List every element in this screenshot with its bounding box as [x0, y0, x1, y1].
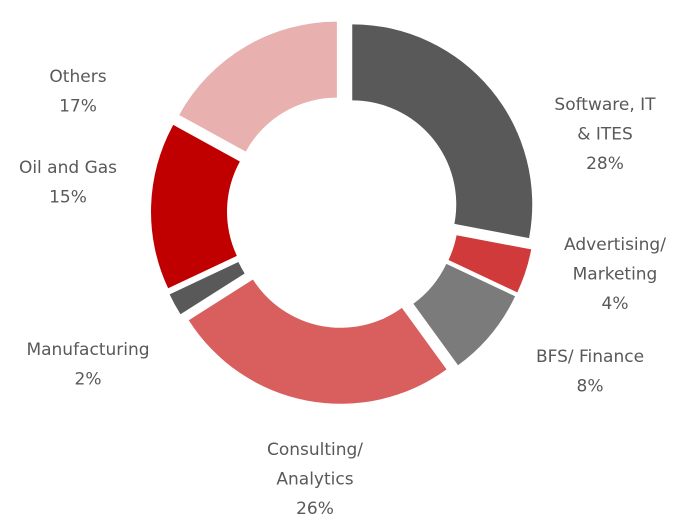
segment-label: Oil and Gas [19, 158, 117, 178]
donut-segment [413, 263, 516, 366]
segment-label: Consulting/ [267, 440, 363, 460]
donut-segment [352, 24, 533, 239]
donut-segment [151, 124, 240, 289]
segment-label: Advertising/ [564, 235, 666, 255]
segment-label: BFS/ Finance [536, 347, 644, 367]
donut-segment [188, 279, 447, 404]
segment-value-label: 17% [59, 97, 97, 117]
donut-segment [179, 21, 337, 152]
segment-label: Manufacturing [26, 340, 149, 360]
segment-label: Marketing [573, 265, 658, 285]
segment-value-label: 2% [75, 370, 102, 390]
segment-value-label: 28% [586, 154, 624, 174]
segment-value-label: 4% [602, 294, 629, 314]
donut-segment [448, 235, 532, 293]
donut-segment [169, 262, 245, 315]
segment-value-label: 15% [49, 188, 87, 208]
segment-value-label: 8% [577, 377, 604, 397]
segment-label: Software, IT [554, 95, 656, 115]
segment-value-label: 26% [296, 499, 334, 519]
segment-label: & ITES [577, 125, 633, 145]
segment-label: Analytics [276, 470, 353, 490]
segment-label: Others [49, 67, 106, 87]
